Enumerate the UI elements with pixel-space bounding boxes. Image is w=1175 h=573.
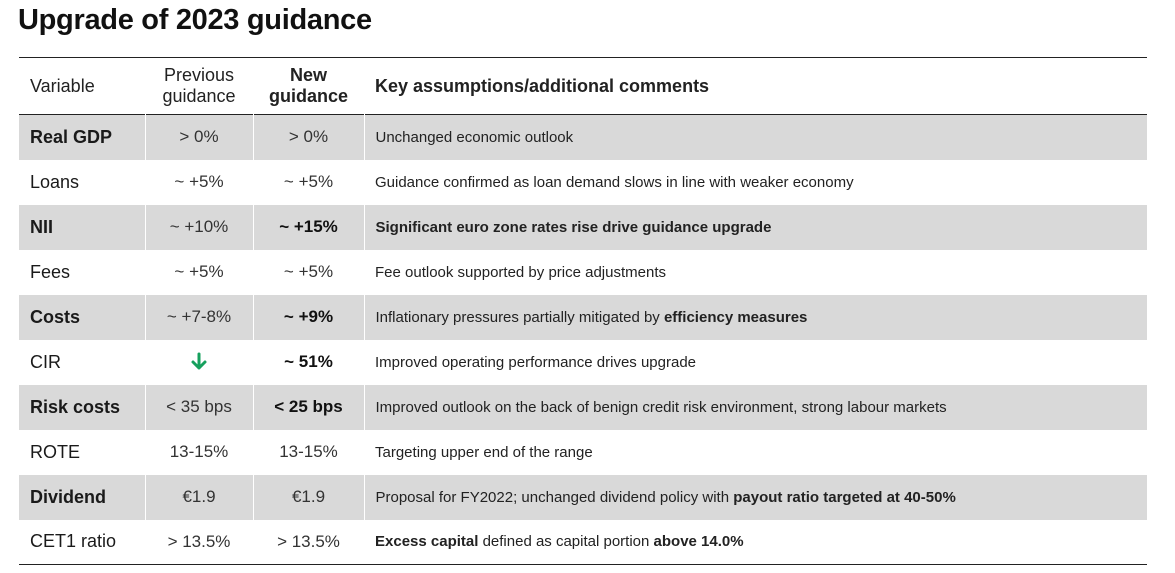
previous-guidance-cell: > 13.5%: [167, 531, 231, 551]
comment-text: Inflationary pressures partially mitigat…: [375, 308, 664, 326]
comment-text: Improved operating performance drives up…: [375, 353, 697, 371]
comment-text: Unchanged economic outlook: [375, 128, 574, 146]
new-guidance-cell: < 25 bps: [252, 384, 364, 430]
comment-emphasis: Excess capital: [375, 533, 479, 551]
comment-text: Fee outlook supported by price adjustmen…: [375, 263, 666, 281]
previous-guidance-cell: ~ +5%: [174, 262, 224, 281]
table-row: CET1 ratio > 13.5% > 13.5% Excess capital d…: [19, 520, 1147, 565]
comment-emphasis: Significant euro zone rates rise drive g…: [375, 218, 772, 236]
variable-cell: Fees: [30, 261, 71, 282]
table-row: Dividend €1.9 €1.9 Proposal for FY2022; unc…: [19, 474, 1147, 520]
table-row: Loans ~ +5% ~ +5% Guidance confirmed as loa…: [19, 160, 1147, 205]
header-previous-line2: guidance: [162, 86, 236, 106]
previous-guidance-cell: 13-15%: [169, 442, 229, 461]
new-guidance-cell: €1.9: [252, 474, 364, 520]
comment-text: Guidance confirmed as loan demand slows …: [375, 173, 854, 191]
table-row: NII ~ +10% ~ +15% Significant euro zone rat…: [19, 204, 1147, 250]
header-previous-line1: Previous: [163, 65, 235, 85]
previous-guidance-cell: < 35 bps: [144, 384, 253, 430]
comment-cell: Inflationary pressures partially mitigat…: [363, 294, 1147, 340]
new-guidance-cell: ~ +15%: [252, 204, 364, 250]
comment-cell: Guidance confirmed as loan demand slows …: [364, 160, 1147, 205]
new-guidance-cell: > 0%: [252, 114, 364, 160]
header-row: Variable Previous guidance New guidance …: [19, 58, 1147, 115]
table-row: CIR ~ 51% Improved operating performance d…: [19, 340, 1147, 385]
new-guidance-cell: > 13.5%: [277, 531, 340, 551]
comment-text: Proposal for FY2022; unchanged dividend …: [375, 488, 734, 506]
variable-cell: Real GDP: [19, 114, 145, 160]
comment-cell: Significant euro zone rates rise drive g…: [363, 204, 1147, 250]
new-guidance-cell: 13-15%: [279, 442, 338, 461]
comment-text: Improved outlook on the back of benign c…: [375, 398, 947, 416]
comment-cell: Targeting upper end of the range: [364, 430, 1147, 475]
comment-text: Targeting upper end of the range: [375, 443, 593, 461]
previous-guidance-cell: ~ +5%: [174, 172, 224, 191]
previous-guidance-cell: ~ +10%: [144, 204, 253, 250]
variable-cell: CIR: [30, 351, 61, 372]
comment-cell: Improved outlook on the back of benign c…: [363, 384, 1147, 430]
new-guidance-cell: ~ +9%: [252, 294, 364, 340]
previous-guidance-cell: ~ +7-8%: [144, 294, 253, 340]
variable-cell: CET1 ratio: [30, 531, 117, 552]
header-key-assumptions: Key assumptions/additional comments: [375, 75, 710, 96]
new-guidance-cell: ~ +5%: [283, 262, 334, 281]
variable-cell: NII: [19, 204, 145, 250]
guidance-table: Variable Previous guidance New guidance …: [19, 57, 1147, 565]
variable-cell: Risk costs: [19, 384, 145, 430]
comment-emphasis: efficiency measures: [663, 308, 808, 326]
header-variable: Variable: [30, 75, 95, 96]
previous-guidance-cell: €1.9: [144, 474, 253, 520]
variable-cell: Costs: [19, 294, 145, 340]
page-title: Upgrade of 2023 guidance: [18, 4, 372, 36]
table-row: Fees ~ +5% ~ +5% Fee outlook supported by p…: [19, 250, 1147, 295]
variable-cell: Dividend: [19, 474, 145, 520]
variable-cell: ROTE: [30, 441, 81, 462]
header-new-line2: guidance: [268, 86, 348, 106]
variable-cell: Loans: [30, 171, 80, 192]
previous-guidance-cell: [145, 340, 253, 385]
comment-cell: Excess capital defined as capital portio…: [364, 520, 1147, 565]
comment-cell: Unchanged economic outlook: [363, 114, 1147, 160]
table-row: Risk costs < 35 bps < 25 bps Improved outlo…: [19, 384, 1147, 430]
down-arrow-icon: [191, 352, 207, 370]
previous-guidance-cell: > 0%: [144, 114, 253, 160]
table-row: ROTE 13-15% 13-15% Targeting upper end of t…: [19, 430, 1147, 475]
new-guidance-cell: ~ 51%: [284, 352, 333, 371]
comment-cell: Fee outlook supported by price adjustmen…: [364, 250, 1147, 295]
table-row: Real GDP > 0% > 0% Unchanged economic outlo…: [19, 114, 1147, 160]
comment-emphasis: payout ratio targeted at 40-50%: [733, 488, 956, 506]
header-new-guidance: New guidance: [253, 58, 364, 115]
comment-text: defined as capital portion: [478, 533, 654, 551]
new-guidance-cell: ~ +5%: [283, 172, 334, 191]
comment-emphasis: above 14.0%: [653, 533, 744, 551]
comment-cell: Improved operating performance drives up…: [364, 340, 1147, 385]
header-previous-guidance: Previous guidance: [145, 58, 253, 115]
comment-cell: Proposal for FY2022; unchanged dividend …: [363, 474, 1147, 520]
header-new-line1: New: [289, 65, 327, 85]
table-row: Costs ~ +7-8% ~ +9% Inflationary pressures …: [19, 294, 1147, 340]
